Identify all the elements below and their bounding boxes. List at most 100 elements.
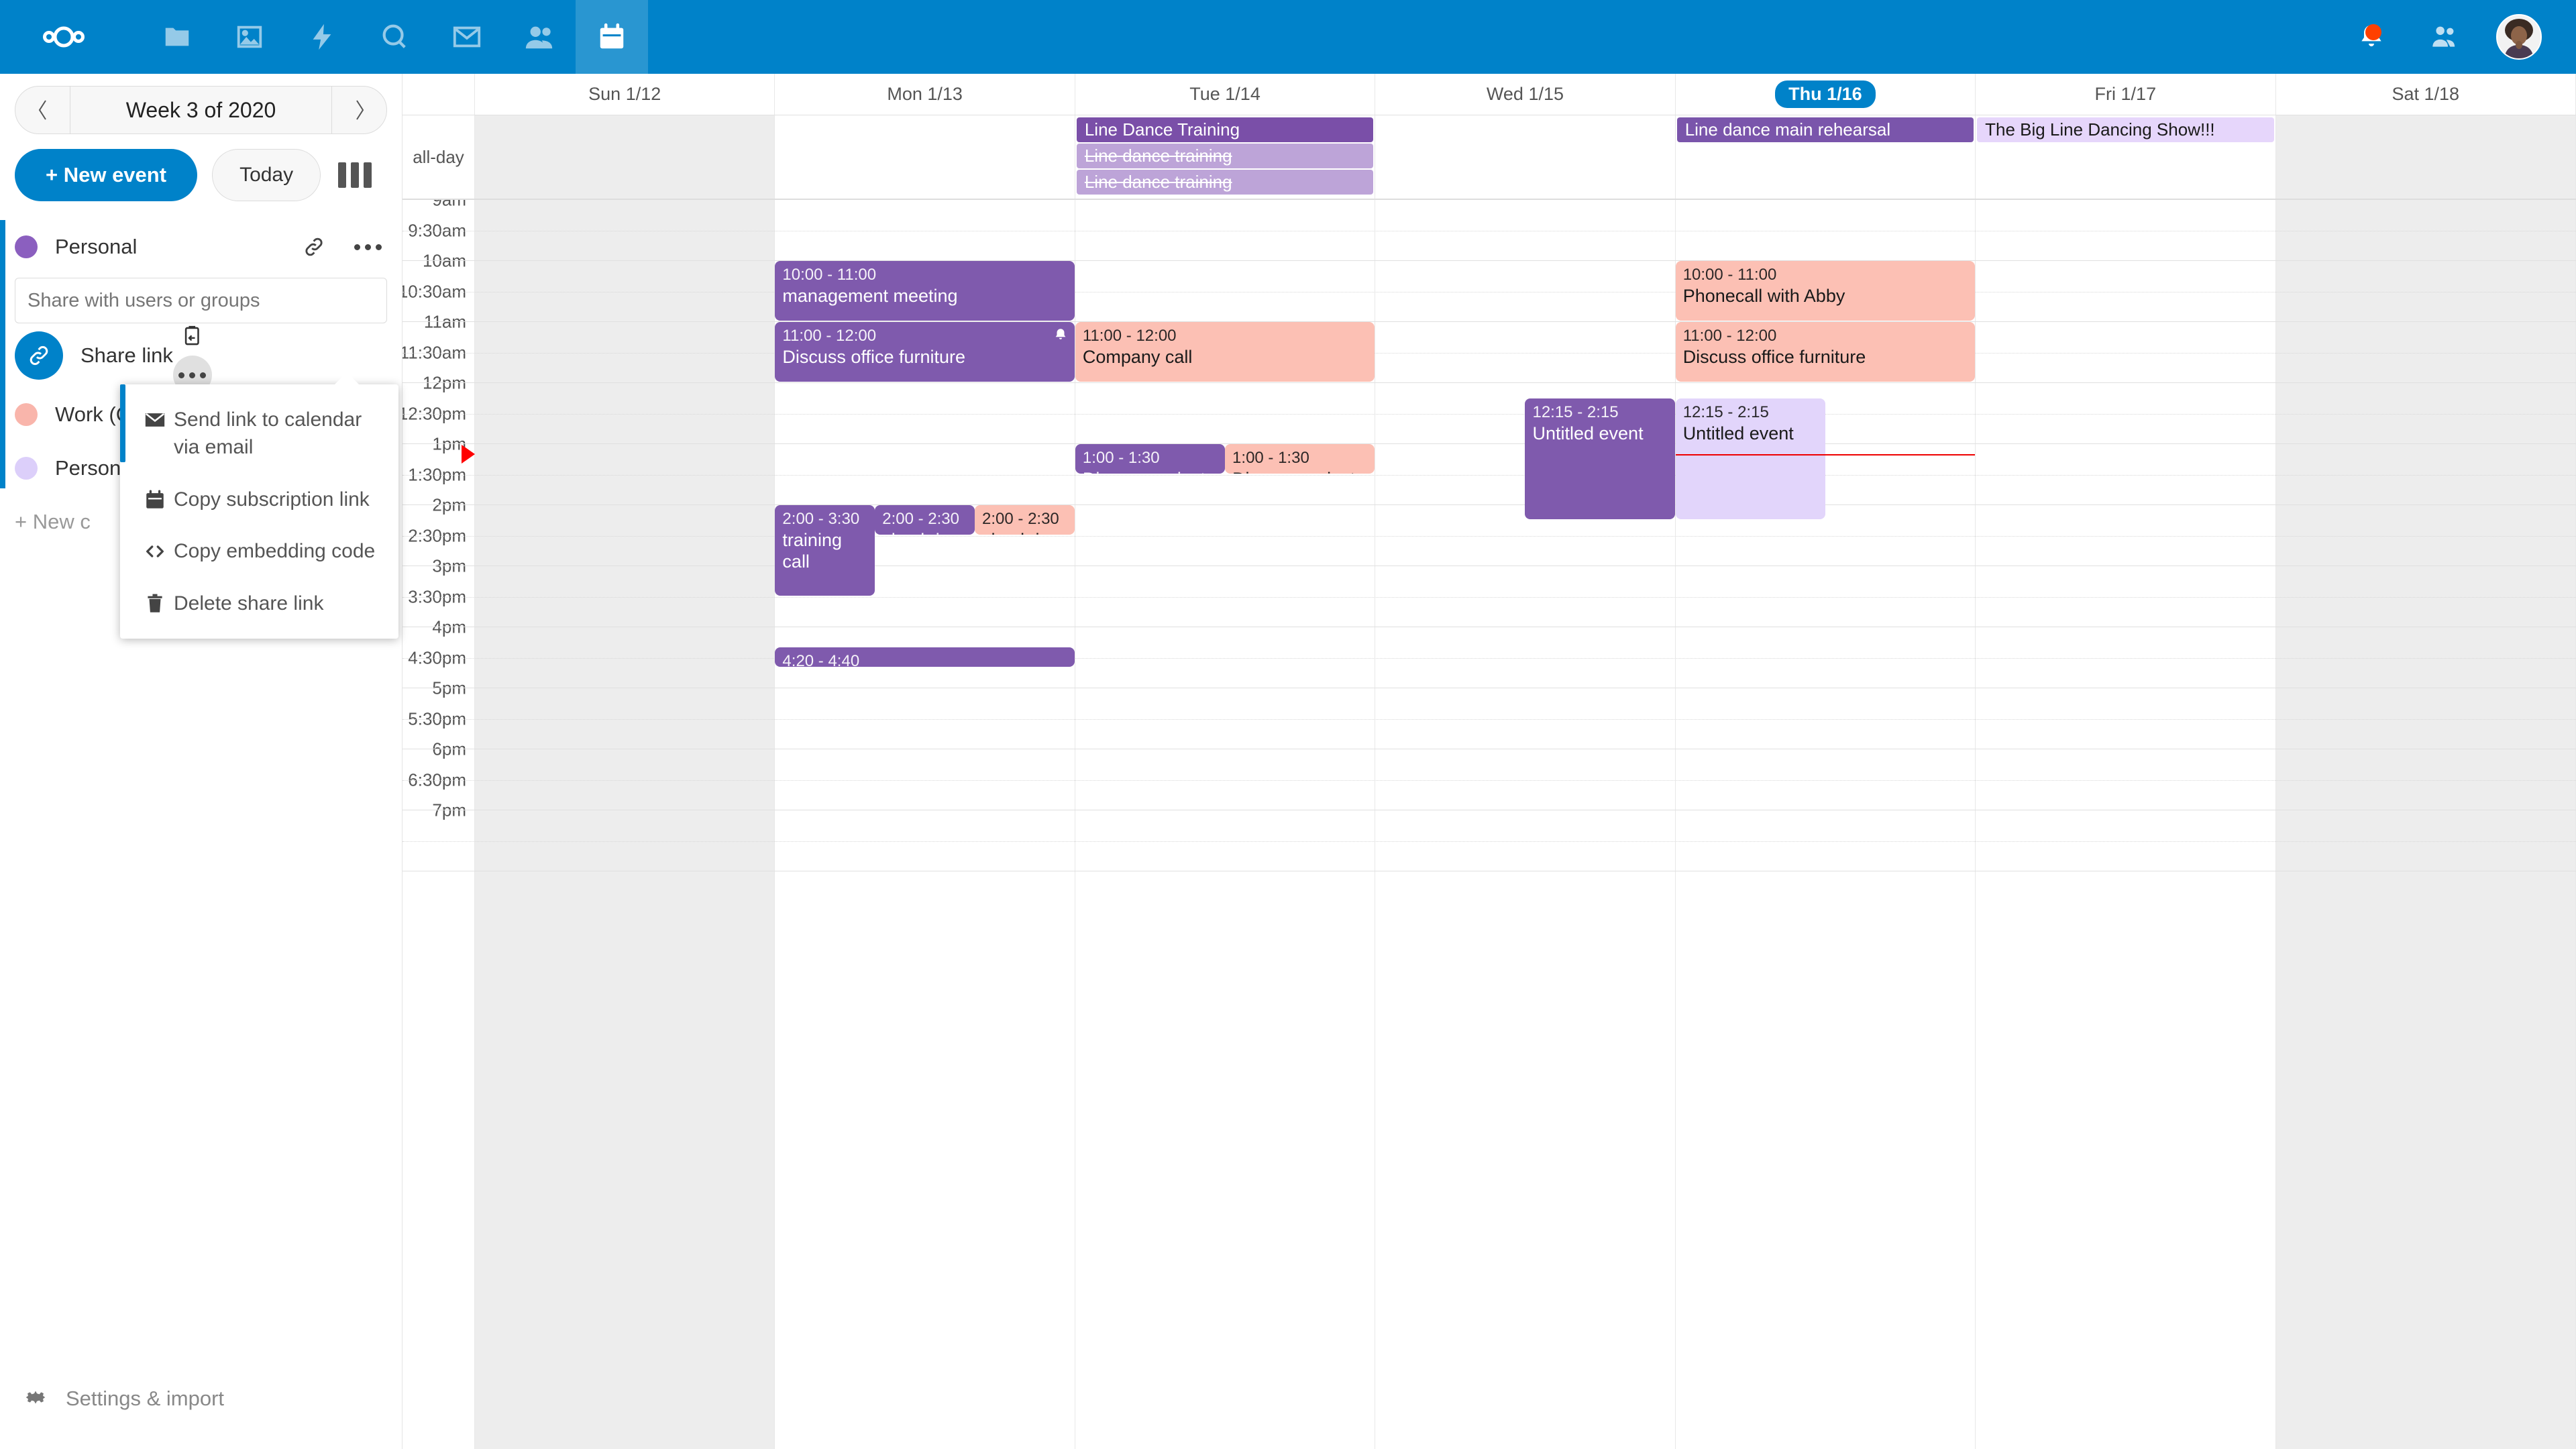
calendar-name: Personal: [55, 235, 138, 258]
day-column-2[interactable]: 11:00 - 12:00 Company call 1:00 - 1:30 Disc…: [1075, 200, 1376, 1449]
calendar-event-12[interactable]: 12:15 - 2:15 Untitled event: [1675, 398, 1825, 519]
all-day-cell-1[interactable]: [775, 115, 1075, 199]
nav-calendar[interactable]: [576, 0, 648, 74]
calendar-week-view: Sun 1/12 Mon 1/13 Tue 1/14 Wed 1/15 Thu 1/16…: [402, 74, 2576, 1449]
envelope-icon: [136, 406, 174, 431]
calendar-event-0[interactable]: 10:00 - 11:00 management meeting: [775, 261, 1075, 321]
day-column-4[interactable]: 10:00 - 11:00 Phonecall with Abby 11:00 - …: [1675, 200, 1976, 1449]
all-day-cell-6[interactable]: [2275, 115, 2576, 199]
event-title: Phonecall with Abby: [1682, 286, 1845, 307]
week-navigation: Week 3 of 2020: [15, 86, 387, 134]
all-day-event-0[interactable]: Line Dance Training: [1076, 117, 1374, 142]
calendar-icon: [136, 486, 174, 511]
half-hour-line-9: [402, 780, 2576, 781]
nav-activity[interactable]: [286, 0, 358, 74]
calendar-row-actions: [294, 227, 387, 266]
day-column-5[interactable]: [1976, 200, 2276, 1449]
user-menu-button[interactable]: [2482, 0, 2556, 74]
share-link-icon[interactable]: [294, 227, 333, 266]
nav-files[interactable]: [141, 0, 213, 74]
today-button[interactable]: Today: [212, 149, 321, 201]
sidebar-item-work[interactable]: Work (C: [0, 388, 402, 441]
notifications-button[interactable]: [2334, 0, 2408, 74]
half-hour-line-8: [402, 718, 2576, 720]
day-column-6[interactable]: [2275, 200, 2576, 1449]
nav-search[interactable]: [358, 0, 431, 74]
day-column-0[interactable]: [475, 200, 775, 1449]
menu-item-label: Delete share link: [174, 592, 324, 614]
new-calendar-button[interactable]: + New c: [15, 510, 91, 533]
all-day-cell-0[interactable]: [475, 115, 775, 199]
all-day-cell-4[interactable]: Line dance main rehearsal: [1676, 115, 1976, 199]
all-day-label: all-day: [402, 115, 475, 199]
menu-item-delete-share-link[interactable]: Delete share link: [120, 578, 398, 629]
hour-row-10: [402, 810, 2576, 871]
all-day-event-1[interactable]: Line dance training: [1076, 144, 1374, 168]
nav-mail[interactable]: [431, 0, 503, 74]
calendar-event-8[interactable]: 1:00 - 1:30 Discuss project announcement: [1225, 444, 1375, 474]
nextcloud-logo[interactable]: [27, 0, 101, 74]
nav-photos[interactable]: [213, 0, 286, 74]
time-label-3: 10:30am: [402, 281, 466, 301]
all-day-event-4[interactable]: The Big Line Dancing Show!!!: [1977, 117, 2274, 142]
time-grid-scroll[interactable]: 9am9:30am10am10:30am11am11:30am12pm12:30…: [402, 200, 2576, 1449]
day-column-3[interactable]: 12:15 - 2:15 Untitled event: [1375, 200, 1676, 1449]
share-input[interactable]: [15, 278, 387, 323]
all-day-cell-3[interactable]: [1375, 115, 1676, 199]
settings-and-import-button[interactable]: Settings & import: [0, 1375, 402, 1422]
calendar-event-1[interactable]: 11:00 - 12:00 Discuss office furniture: [775, 322, 1075, 382]
half-hour-line-10: [402, 841, 2576, 842]
event-title: Discuss office furniture: [1682, 347, 1866, 368]
calendar-event-4[interactable]: 2:00 - 2:30 check-in: [975, 505, 1075, 535]
day-header-5[interactable]: Fri 1/17: [1976, 74, 2276, 115]
calendar-event-10[interactable]: 10:00 - 11:00 Phonecall with Abby: [1675, 261, 1976, 321]
menu-item-send-link-email[interactable]: Send link to calendar via email: [120, 394, 398, 474]
three-dots-icon[interactable]: [348, 227, 387, 266]
link-icon: [15, 331, 63, 380]
day-header-0[interactable]: Sun 1/12: [475, 74, 775, 115]
sidebar-item-personal[interactable]: Personal: [0, 220, 402, 274]
day-header-6[interactable]: Sat 1/18: [2276, 74, 2576, 115]
prev-week-button[interactable]: [15, 87, 70, 133]
event-title: Company call: [1082, 347, 1193, 368]
menu-item-copy-embedding-code[interactable]: Copy embedding code: [120, 525, 398, 577]
share-link-actions: [172, 317, 212, 394]
calendar-event-6[interactable]: 11:00 - 12:00 Company call: [1075, 322, 1375, 382]
hour-row-2: [402, 322, 2576, 383]
sidebar-item-personal-2[interactable]: Persona: [0, 441, 402, 495]
hour-row-5: [402, 505, 2576, 566]
nav-contacts[interactable]: [503, 0, 576, 74]
all-day-cell-2[interactable]: Line Dance Training Line dance training Li…: [1075, 115, 1376, 199]
calendar-color-dot: [15, 235, 38, 258]
new-event-button[interactable]: + New event: [15, 149, 198, 201]
all-day-cell-5[interactable]: The Big Line Dancing Show!!!: [1976, 115, 2276, 199]
calendar-event-9[interactable]: 12:15 - 2:15 Untitled event: [1525, 398, 1675, 519]
clipboard-copy-icon[interactable]: [173, 317, 212, 356]
all-day-event-3[interactable]: Line dance main rehearsal: [1676, 117, 1974, 142]
day-header-1[interactable]: Mon 1/13: [775, 74, 1075, 115]
next-week-button[interactable]: [331, 87, 386, 133]
calendar-event-3[interactable]: 2:00 - 2:30 check-in: [875, 505, 975, 535]
day-column-1[interactable]: 10:00 - 11:00 management meeting 11:00 - 1…: [775, 200, 1075, 1449]
contacts-menu-button[interactable]: [2408, 0, 2482, 74]
app-top-bar: [0, 0, 2576, 74]
current-week-label[interactable]: Week 3 of 2020: [125, 97, 276, 122]
event-time: 10:00 - 11:00: [782, 266, 877, 284]
app-nav-icons: [141, 0, 648, 74]
calendar-event-7[interactable]: 1:00 - 1:30 Discuss project announcement: [1075, 444, 1226, 474]
day-header-4[interactable]: Thu 1/16: [1676, 74, 1976, 115]
calendar-event-5[interactable]: 4:20 - 4:40purchasing dept conversation: [775, 647, 1075, 667]
calendar-color-dot: [15, 457, 38, 480]
day-header-3[interactable]: Wed 1/15: [1375, 74, 1676, 115]
menu-item-label: Copy subscription link: [174, 488, 370, 511]
calendar-event-2[interactable]: 2:00 - 3:30 training call: [775, 505, 875, 596]
avatar: [2496, 14, 2542, 60]
menu-item-copy-subscription-link[interactable]: Copy subscription link: [120, 474, 398, 525]
share-with-users-box: [15, 278, 387, 323]
event-title: training call: [782, 530, 842, 572]
columns-view-icon[interactable]: [338, 162, 372, 188]
half-hour-line-2: [402, 352, 2576, 354]
calendar-event-11[interactable]: 11:00 - 12:00 Discuss office furniture: [1675, 322, 1976, 382]
day-header-2[interactable]: Tue 1/14: [1075, 74, 1376, 115]
all-day-event-2[interactable]: Line dance training: [1076, 170, 1374, 195]
